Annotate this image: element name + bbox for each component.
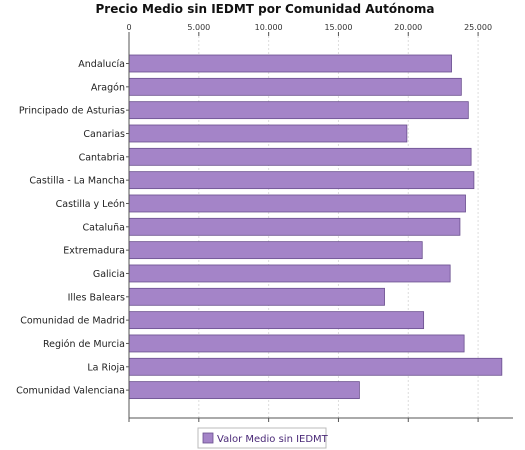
category-label: Aragón: [91, 82, 125, 93]
category-label: La Rioja: [87, 362, 125, 373]
bar: [128, 171, 475, 190]
chart-title: Precio Medio sin IEDMT por Comunidad Aut…: [96, 2, 435, 16]
bar: [128, 381, 360, 400]
legend: Valor Medio sin IEDMT: [197, 427, 329, 449]
category-label: Región de Murcia: [43, 339, 125, 350]
x-tick-label: 0: [126, 23, 131, 32]
x-tick-label: 15.000: [324, 23, 352, 32]
category-label: Canarias: [83, 129, 125, 140]
legend-swatch: [202, 432, 214, 444]
category-label: Cantabria: [79, 152, 125, 163]
bar: [128, 264, 451, 283]
x-tick-label: 25.000: [464, 23, 492, 32]
x-tick-label: 10.000: [255, 23, 283, 32]
bar: [128, 124, 408, 143]
category-label: Comunidad Valenciana: [16, 386, 125, 397]
x-tick-label: 20.000: [394, 23, 422, 32]
bars: [128, 54, 503, 400]
bar: [128, 334, 465, 353]
bar: [128, 77, 462, 96]
bar: [128, 147, 472, 166]
category-label: Illes Balears: [68, 292, 125, 303]
category-label: Castilla y León: [56, 199, 125, 210]
bar: [128, 54, 452, 73]
x-tick-label: 5.000: [187, 23, 210, 32]
bar: [128, 357, 503, 376]
bar: [128, 287, 385, 306]
bar: [128, 194, 466, 213]
category-label: Galicia: [93, 269, 125, 280]
legend-box: [197, 427, 327, 449]
category-label: Extremadura: [63, 246, 125, 257]
category-labels: Andalucía Aragón Principado de Asturias Can…: [16, 59, 129, 397]
bar: [128, 241, 423, 260]
bar: [128, 101, 469, 120]
category-label: Comunidad de Madrid: [20, 316, 125, 327]
legend-label: Valor Medio sin IEDMT: [217, 434, 329, 445]
category-label: Castilla - La Mancha: [29, 176, 125, 187]
bar: [128, 311, 425, 330]
category-label: Cataluña: [82, 222, 125, 233]
category-label: Andalucía: [78, 59, 125, 70]
bar: [128, 217, 461, 236]
category-label: Principado de Asturias: [19, 106, 125, 117]
